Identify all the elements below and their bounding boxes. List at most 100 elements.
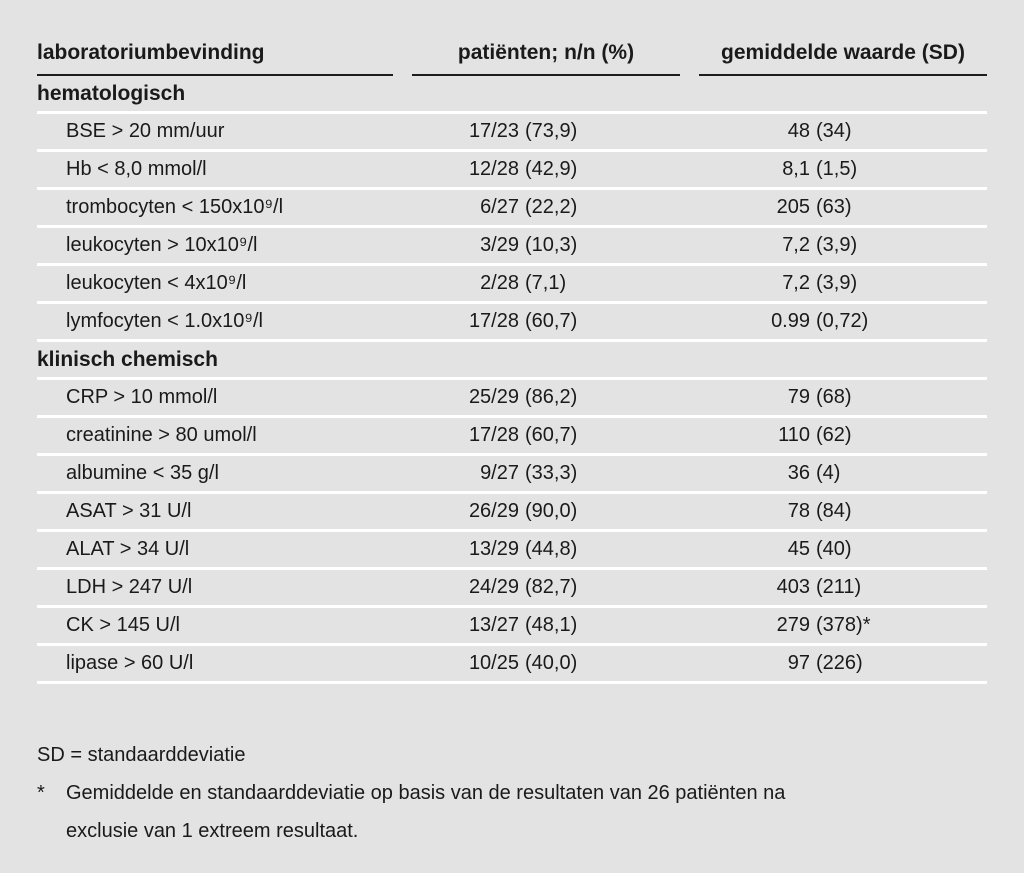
patients-cell: 6/27 (22,2) <box>412 196 699 219</box>
table-row: leukocyten > 10x10⁹/l 3/29 (10,3) 7,2 (3,9… <box>37 228 987 266</box>
patients-cell: 26/29 (90,0) <box>412 500 699 523</box>
patients-cell: 25/29 (86,2) <box>412 386 699 409</box>
patients-cell: 2/28 (7,1) <box>412 272 699 295</box>
patients-cell: 3/29 (10,3) <box>412 234 699 257</box>
section-title: klinisch chemisch <box>37 347 218 371</box>
patients-fraction: 25/29 <box>468 386 519 408</box>
mean-value: 7,2 <box>782 272 810 294</box>
table-row: leukocyten < 4x10⁹/l 2/28 (7,1) 7,2 (3,9) <box>37 266 987 304</box>
lab-finding-label: BSE > 20 mm/uur <box>66 120 225 142</box>
sd-value: (211) <box>816 576 862 598</box>
sd-value: (3,9) <box>816 272 858 294</box>
section-title: hematologisch <box>37 81 186 105</box>
sd-value: (68) <box>816 386 852 408</box>
mean-cell: 79 (68) <box>699 386 987 409</box>
patients-fraction: 2/28 <box>480 272 519 294</box>
asterisk-text-line: Gemiddelde en standaarddeviatie op basis… <box>66 782 786 804</box>
sd-value: (3,9) <box>816 234 858 256</box>
patients-cell: 17/23 (73,9) <box>412 120 699 143</box>
footnotes: SD = standaarddeviatie * Gemiddelde en s… <box>37 736 987 850</box>
mean-cell: 279 (378)* <box>699 614 987 637</box>
mean-cell: 48 (34) <box>699 120 987 143</box>
sd-value: (226) <box>816 652 863 674</box>
sd-value: (40) <box>816 538 852 560</box>
lab-finding-label: leukocyten > 10x10⁹/l <box>66 234 258 256</box>
mean-value: 7,2 <box>782 234 810 256</box>
asterisk-text-line: exclusie van 1 extreem resultaat. <box>66 820 359 842</box>
table-row: CRP > 10 mmol/l 25/29 (86,2) 79 (68) <box>37 380 987 418</box>
patients-cell: 13/27 (48,1) <box>412 614 699 637</box>
patients-percent: (33,3) <box>525 462 578 484</box>
sd-value: (63) <box>816 196 852 218</box>
patients-percent: (60,7) <box>525 424 578 446</box>
mean-value: 110 <box>778 424 810 446</box>
table-row: lipase > 60 U/l 10/25 (40,0) 97 (226) <box>37 646 987 684</box>
mean-value: 205 <box>776 196 810 218</box>
patients-cell: 12/28 (42,9) <box>412 158 699 181</box>
table-header-row: laboratoriumbevinding patiënten; n/n (%)… <box>37 40 987 76</box>
column-header-mean-sd: gemiddelde waarde (SD) <box>699 40 987 76</box>
lab-finding-label: albumine < 35 g/l <box>66 462 219 484</box>
mean-value: 45 <box>787 538 810 560</box>
sd-value: (378)* <box>816 614 871 636</box>
lab-finding-label: CRP > 10 mmol/l <box>66 386 218 408</box>
patients-percent: (48,1) <box>525 614 578 636</box>
lab-finding-label: trombocyten < 150x10⁹/l <box>66 196 284 218</box>
mean-cell: 7,2 (3,9) <box>699 272 987 295</box>
patients-cell: 9/27 (33,3) <box>412 462 699 485</box>
mean-cell: 403 (211) <box>699 576 987 599</box>
mean-cell: 36 (4) <box>699 462 987 485</box>
patients-cell: 24/29 (82,7) <box>412 576 699 599</box>
mean-cell: 7,2 (3,9) <box>699 234 987 257</box>
patients-percent: (22,2) <box>525 196 578 218</box>
patients-fraction: 10/25 <box>468 652 519 674</box>
patients-percent: (7,1) <box>525 272 567 294</box>
table-row: BSE > 20 mm/uur 17/23 (73,9) 48 (34) <box>37 114 987 152</box>
patients-cell: 13/29 (44,8) <box>412 538 699 561</box>
lab-finding-label: creatinine > 80 umol/l <box>66 424 257 446</box>
patients-fraction: 12/28 <box>468 158 519 180</box>
sd-value: (62) <box>816 424 852 446</box>
lab-finding-label: leukocyten < 4x10⁹/l <box>66 272 247 294</box>
footnote-sd-definition: SD = standaarddeviatie <box>37 744 246 766</box>
footnote-asterisk: * Gemiddelde en standaarddeviatie op bas… <box>37 774 987 850</box>
lab-finding-label: CK > 145 U/l <box>66 614 180 636</box>
lab-finding-label: ALAT > 34 U/l <box>66 538 190 560</box>
patients-fraction: 17/28 <box>468 310 519 332</box>
mean-cell: 8,1 (1,5) <box>699 158 987 181</box>
patients-fraction: 17/23 <box>468 120 519 142</box>
column-header-patients: patiënten; n/n (%) <box>412 40 680 76</box>
mean-value: 48 <box>787 120 810 142</box>
table-row: creatinine > 80 umol/l 17/28 (60,7) 110 (6… <box>37 418 987 456</box>
table-row: albumine < 35 g/l 9/27 (33,3) 36 (4) <box>37 456 987 494</box>
patients-fraction: 13/29 <box>468 538 519 560</box>
patients-fraction: 9/27 <box>480 462 519 484</box>
mean-value: 279 <box>776 614 810 636</box>
lab-finding-label: lymfocyten < 1.0x10⁹/l <box>66 310 263 332</box>
patients-percent: (82,7) <box>525 576 578 598</box>
patients-cell: 17/28 (60,7) <box>412 310 699 333</box>
mean-cell: 205 (63) <box>699 196 987 219</box>
patients-cell: 17/28 (60,7) <box>412 424 699 447</box>
sd-value: (84) <box>816 500 852 522</box>
sd-value: (0,72) <box>816 310 869 332</box>
patients-percent: (10,3) <box>525 234 578 256</box>
patients-fraction: 17/28 <box>468 424 519 446</box>
mean-value: 8,1 <box>782 158 810 180</box>
patients-fraction: 6/27 <box>480 196 519 218</box>
sd-value: (34) <box>816 120 852 142</box>
column-header-lab-finding: laboratoriumbevinding <box>37 40 393 76</box>
patients-percent: (44,8) <box>525 538 578 560</box>
mean-cell: 78 (84) <box>699 500 987 523</box>
lab-finding-label: Hb < 8,0 mmol/l <box>66 158 207 180</box>
mean-value: 403 <box>776 576 810 598</box>
patients-percent: (86,2) <box>525 386 578 408</box>
sd-value: (4) <box>816 462 841 484</box>
table-row: trombocyten < 150x10⁹/l 6/27 (22,2) 205 (6… <box>37 190 987 228</box>
table-row: LDH > 247 U/l 24/29 (82,7) 403 (211) <box>37 570 987 608</box>
section-header-klinisch-chemisch: klinisch chemisch <box>37 342 987 380</box>
patients-percent: (42,9) <box>525 158 578 180</box>
patients-fraction: 26/29 <box>468 500 519 522</box>
patients-percent: (40,0) <box>525 652 578 674</box>
